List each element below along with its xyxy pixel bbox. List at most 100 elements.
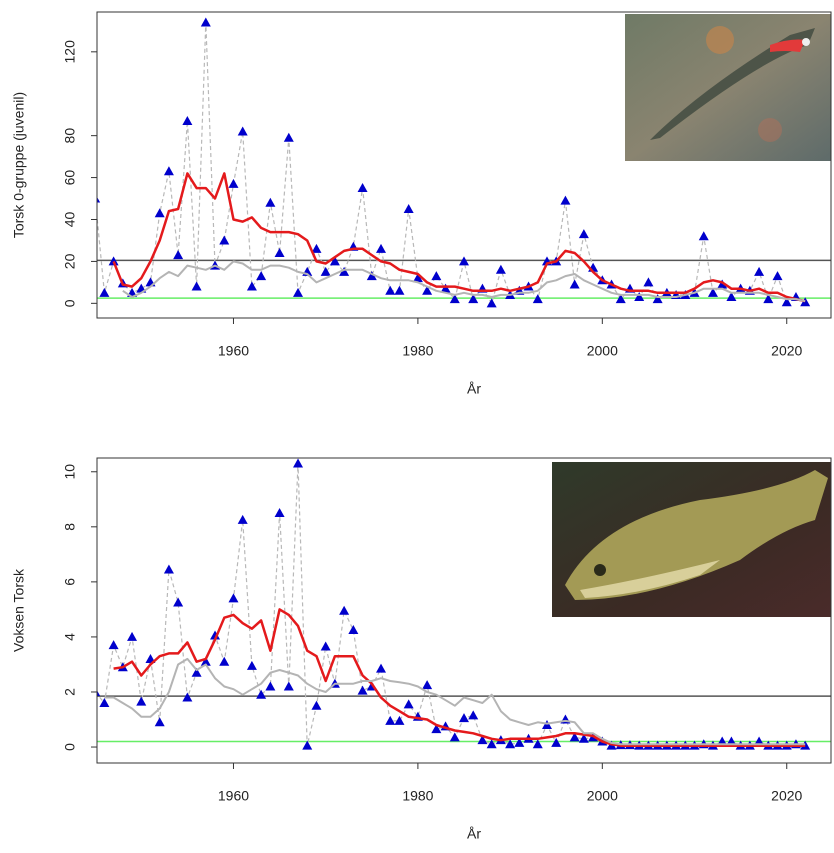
data-point [311,700,322,710]
data-point [560,195,571,205]
data-point [256,271,267,281]
data-point [357,685,368,695]
data-point [145,277,156,287]
data-point [376,663,387,673]
x-tick-label: 2000 [587,343,618,359]
data-point [717,736,728,746]
data-point [256,689,267,699]
data-point [495,264,506,274]
data-point [532,294,543,304]
data-point [283,132,294,142]
y-tick-label: 40 [62,211,78,227]
data-point [320,266,331,276]
data-point [643,277,654,287]
data-point [246,281,257,291]
data-point [468,294,479,304]
data-point [578,733,589,743]
data-point [219,656,230,666]
series-line [112,172,806,303]
y-tick-label: 2 [62,688,78,696]
data-point [311,243,322,253]
data-point [173,597,184,607]
plot-area [97,17,831,308]
data-point [329,256,340,266]
data-point [173,250,184,260]
x-tick-label: 2020 [771,343,802,359]
data-point [283,681,294,691]
data-point [376,243,387,253]
data-point [348,625,359,635]
data-point [237,514,248,524]
data-point [385,285,396,295]
data-point [182,692,193,702]
data-point [717,279,728,289]
data-point [108,640,119,650]
data-point [237,126,248,136]
data-point [228,593,239,603]
data-point [477,735,488,745]
data-point [302,740,313,750]
photo [552,462,831,617]
data-point [182,115,193,125]
data-point [200,656,211,666]
data-point [97,690,101,696]
data-point [422,680,433,690]
data-point [800,297,811,307]
data-point [763,294,774,304]
data-point [320,641,331,651]
photo [625,14,831,161]
data-point [228,178,239,188]
data-point [385,715,396,725]
y-tick-label: 80 [62,128,78,144]
data-point [440,283,451,293]
data-point [154,717,165,727]
y-tick-label: 0 [62,299,78,307]
data-point [634,292,645,302]
data-point [459,256,469,266]
data-point [357,183,368,193]
data-point [154,208,165,218]
series-line [104,657,806,746]
data-point [163,564,174,574]
data-point [781,297,792,307]
data-point [431,724,442,734]
y-tick-label: 6 [62,578,78,586]
data-point [219,235,230,245]
data-point [403,699,414,709]
data-point [210,630,221,640]
y-tick-label: 0 [62,743,78,751]
series-connector [97,463,806,747]
data-point [449,294,460,304]
y-tick-label: 4 [62,633,78,641]
data-point [569,279,580,289]
data-point [551,737,562,747]
data-point [422,285,433,295]
data-point [163,166,174,176]
plot-frame [96,457,832,764]
data-point [99,287,110,297]
y-tick-label: 120 [62,40,78,64]
plot-frame [96,11,832,319]
series-line [122,260,806,303]
data-point [191,281,202,291]
x-tick-label: 1980 [402,788,433,804]
plot-area [97,458,831,750]
data-point [772,271,783,281]
x-tick-label: 2020 [771,788,802,804]
y-tick-label: 10 [62,464,78,480]
data-point [726,292,737,302]
data-point [532,739,543,749]
y-tick-label: 8 [62,523,78,531]
data-point [99,697,110,707]
data-point [108,256,119,266]
data-point [486,739,497,749]
x-axis-label: År [467,826,481,842]
data-point [486,298,497,308]
data-point [569,732,580,742]
data-point [274,508,285,518]
data-point [339,266,350,276]
data-point [698,231,709,241]
data-point [468,710,479,720]
data-point [707,287,718,297]
y-axis-label: Torsk 0-gruppe (juvenil) [11,92,27,238]
